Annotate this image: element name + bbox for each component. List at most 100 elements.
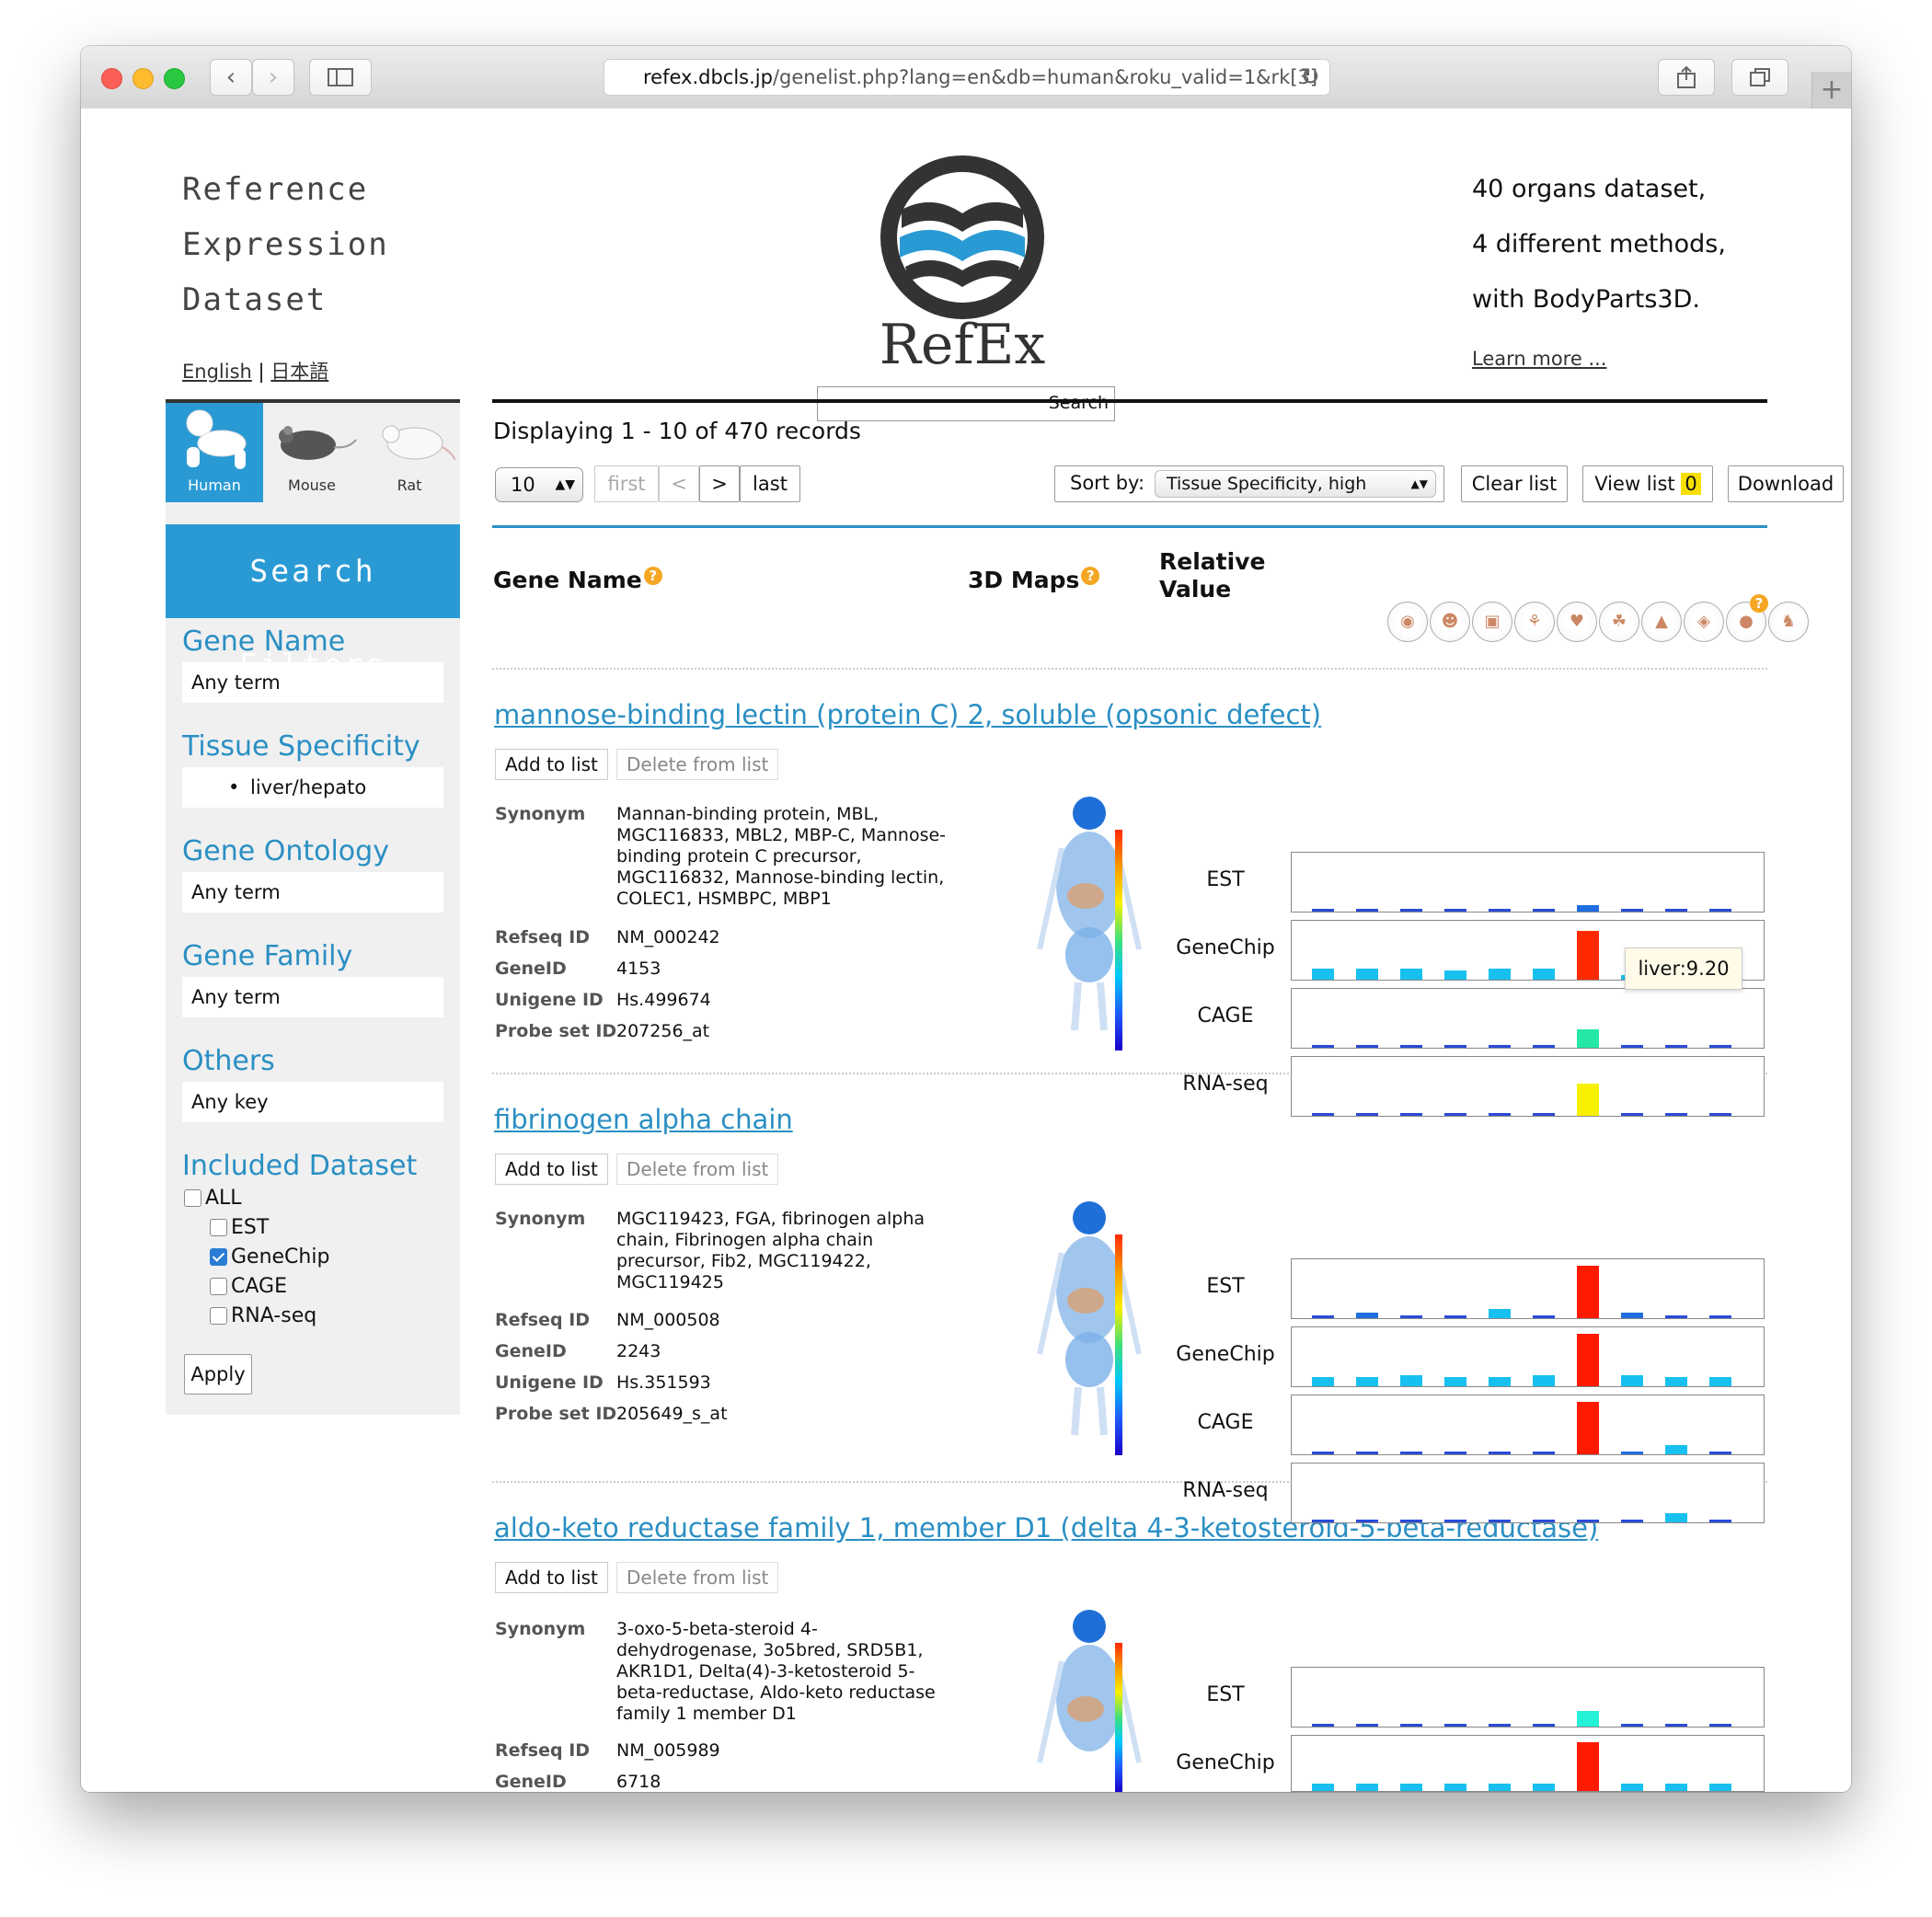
gene-name-field[interactable]: Any term (182, 662, 443, 703)
expression-bar[interactable] (1400, 1784, 1422, 1791)
prev-page-button[interactable]: < (659, 465, 699, 502)
forward-button[interactable]: › (252, 59, 294, 96)
close-window-button[interactable] (101, 68, 122, 89)
expression-bar[interactable] (1489, 909, 1511, 912)
expression-bar-chart[interactable] (1291, 988, 1765, 1049)
expression-bar[interactable] (1665, 1724, 1687, 1727)
dataset-checkbox-cage[interactable]: CAGE (210, 1275, 287, 1298)
expression-bar[interactable] (1489, 1309, 1511, 1318)
expression-bar[interactable] (1709, 1452, 1731, 1454)
expression-bar[interactable] (1400, 1724, 1422, 1727)
expression-bar[interactable] (1709, 1784, 1731, 1791)
3d-body-map[interactable] (1034, 1198, 1144, 1439)
sidebar-toggle-button[interactable] (309, 59, 372, 96)
expression-bar[interactable] (1577, 1266, 1599, 1318)
organ-help[interactable]: ? (1748, 594, 1768, 613)
expression-bar[interactable] (1665, 909, 1687, 912)
expression-bar[interactable] (1312, 1315, 1334, 1318)
expression-bar[interactable] (1621, 1784, 1643, 1791)
expression-bar[interactable] (1533, 909, 1555, 912)
search-button[interactable]: Search (1048, 393, 1109, 413)
expression-bar[interactable] (1444, 970, 1466, 980)
expression-bar[interactable] (1577, 1711, 1599, 1727)
expression-bar[interactable] (1533, 1724, 1555, 1727)
expression-bar[interactable] (1489, 1784, 1511, 1791)
expression-bar[interactable] (1312, 1045, 1334, 1048)
expression-bar[interactable] (1665, 1113, 1687, 1116)
dataset-checkbox-rnaseq[interactable]: RNA-seq (210, 1304, 316, 1327)
intestine-icon[interactable]: ♞ (1768, 602, 1809, 642)
expression-bar[interactable] (1709, 1315, 1731, 1318)
expression-bar-chart[interactable] (1291, 1463, 1765, 1523)
expression-bar[interactable] (1489, 1045, 1511, 1048)
expression-bar[interactable] (1444, 1784, 1466, 1791)
gene-ontology-field[interactable]: Any term (182, 872, 443, 913)
expression-bar[interactable] (1533, 1375, 1555, 1386)
minimize-window-button[interactable] (132, 68, 154, 89)
expression-bar[interactable] (1489, 1520, 1511, 1522)
back-button[interactable]: ‹ (210, 59, 252, 96)
address-bar[interactable]: refex.dbcls.jp/genelist.php?lang=en&db=h… (604, 59, 1330, 96)
expression-bar[interactable] (1444, 1452, 1466, 1454)
expression-bar[interactable] (1621, 1452, 1643, 1454)
dataset-checkbox-est[interactable]: EST (210, 1216, 269, 1239)
expression-bar[interactable] (1533, 1113, 1555, 1116)
expression-bar[interactable] (1312, 1377, 1334, 1386)
view-list-button[interactable]: View list 0 (1582, 465, 1713, 502)
expression-bar[interactable] (1709, 1377, 1731, 1386)
expression-bar[interactable] (1489, 1377, 1511, 1386)
expression-bar-chart[interactable] (1291, 1395, 1765, 1455)
expression-bar[interactable] (1356, 909, 1378, 912)
expression-bar[interactable] (1621, 1113, 1643, 1116)
expression-bar[interactable] (1400, 909, 1422, 912)
expression-bar-chart[interactable] (1291, 1735, 1765, 1792)
expression-bar[interactable] (1709, 909, 1731, 912)
gene-family-field[interactable]: Any term (182, 977, 443, 1017)
expression-bar[interactable] (1533, 1045, 1555, 1048)
expression-bar[interactable] (1312, 1724, 1334, 1727)
expression-bar[interactable] (1665, 1315, 1687, 1318)
refex-logo[interactable] (878, 153, 1047, 322)
expression-bar-chart[interactable] (1291, 1667, 1765, 1728)
expression-bar[interactable] (1444, 1113, 1466, 1116)
expression-bar[interactable] (1665, 1377, 1687, 1386)
expression-bar[interactable] (1533, 969, 1555, 980)
expression-bar[interactable] (1400, 1045, 1422, 1048)
gene-title-link[interactable]: mannose-binding lectin (protein C) 2, so… (494, 699, 1322, 730)
expression-bar[interactable] (1577, 1084, 1599, 1116)
expression-bar[interactable] (1533, 1784, 1555, 1791)
expression-bar[interactable] (1444, 1045, 1466, 1048)
dataset-checkbox-genechip[interactable]: GeneChip (210, 1245, 329, 1268)
skin-icon[interactable]: ▣ (1472, 602, 1512, 642)
expression-bar[interactable] (1533, 1452, 1555, 1454)
tabs-button[interactable] (1731, 59, 1788, 96)
expression-bar[interactable] (1621, 1045, 1643, 1048)
expression-bar[interactable] (1356, 1313, 1378, 1318)
delete-from-list-button[interactable]: Delete from list (616, 1562, 779, 1593)
dataset-checkbox-all[interactable]: ALL (184, 1187, 242, 1210)
expression-bar[interactable] (1356, 1377, 1378, 1386)
help-icon[interactable]: ? (643, 567, 662, 585)
apply-button[interactable]: Apply (184, 1354, 252, 1395)
body-icon[interactable]: ☻ (1430, 602, 1470, 642)
add-to-list-button[interactable]: Add to list (495, 1154, 608, 1185)
expression-bar[interactable] (1444, 909, 1466, 912)
liver-icon[interactable]: ▲ (1641, 602, 1682, 642)
expression-bar[interactable] (1356, 1784, 1378, 1791)
expression-bar[interactable] (1665, 1784, 1687, 1791)
help-icon[interactable]: ? (1081, 567, 1100, 585)
expression-bar[interactable] (1489, 969, 1511, 980)
expression-bar[interactable] (1577, 1742, 1599, 1791)
expression-bar[interactable] (1356, 1724, 1378, 1727)
expression-bar[interactable] (1533, 1520, 1555, 1522)
expression-bar[interactable] (1356, 1113, 1378, 1116)
expression-bar-chart[interactable] (1291, 1258, 1765, 1319)
expression-bar[interactable] (1400, 1375, 1422, 1386)
expression-bar[interactable] (1621, 1724, 1643, 1727)
expression-bar[interactable] (1444, 1377, 1466, 1386)
expression-bar[interactable] (1577, 1520, 1599, 1522)
search-box[interactable]: Search (817, 386, 1115, 421)
expression-bar[interactable] (1621, 909, 1643, 912)
expression-bar[interactable] (1709, 1113, 1731, 1116)
add-to-list-button[interactable]: Add to list (495, 749, 608, 780)
